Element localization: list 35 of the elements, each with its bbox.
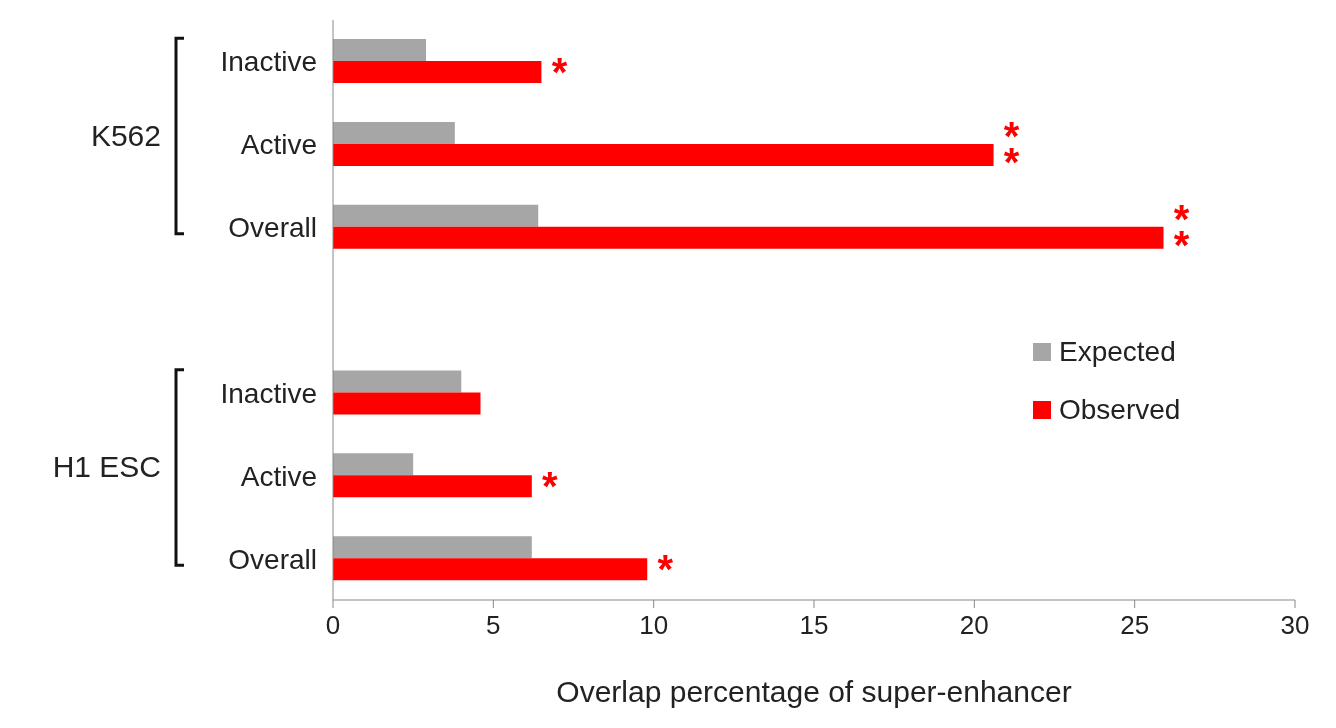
y-tick-label: Inactive [220,377,317,409]
bar [333,392,481,415]
bar [333,475,532,498]
data-label: * [551,50,568,95]
bar [333,143,994,166]
bar [333,536,532,559]
text: H1 ESC [52,450,161,484]
data-label: * [542,464,559,509]
y-tick-label: Active [240,129,317,161]
y-tick-label: Inactive [220,46,317,78]
bar [333,226,1164,249]
bar [333,204,539,227]
y-tick-label: Overall [228,212,317,244]
bar [333,453,414,476]
y-tick-label: Active [240,460,317,492]
x-tick-label: 0 [325,610,341,641]
data-label: ** [1173,196,1190,267]
y-tick-label: Overall [228,543,317,575]
bar [333,61,542,84]
x-tick-label: 30 [1280,610,1310,641]
data-label: * [657,547,674,592]
legend-label: Observed [1059,393,1181,427]
bar [333,39,426,62]
bar [333,121,455,144]
data-label: ** [1003,113,1020,184]
bar [333,558,648,581]
x-tick-label: 25 [1120,610,1150,641]
x-tick-label: 20 [959,610,989,641]
bar [333,370,462,393]
x-tick-label: 10 [639,610,669,641]
x-tick-label: 5 [486,610,501,641]
x-axis-title: Overlap percentage of super-enhancer [556,675,1072,708]
legend-label: Expected [1059,335,1176,369]
text: K562 [90,119,161,152]
x-tick-label: 15 [799,610,829,641]
